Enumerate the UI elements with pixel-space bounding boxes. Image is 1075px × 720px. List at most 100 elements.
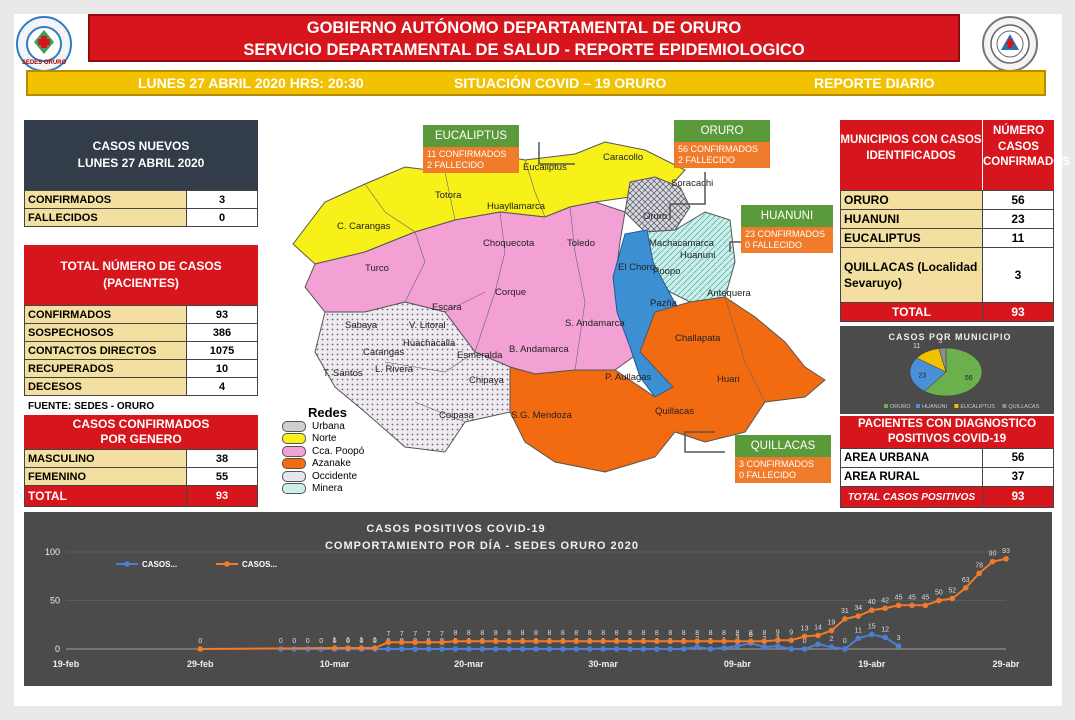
series-point [774, 643, 781, 649]
data-label: 8 [574, 630, 578, 637]
row-label: FALLECIDOS [24, 208, 187, 227]
row-value: 386 [186, 323, 258, 342]
situation-label: SITUACIÓN COVID – 19 ORURO [454, 75, 667, 91]
data-label: 3 [897, 635, 901, 642]
row-value: 4 [186, 377, 258, 396]
series-point [895, 602, 902, 609]
table-row: FEMENINO 55 [24, 467, 258, 486]
diagnosis-table: AREA URBANA 56 AREA RURAL 37 TOTAL CASOS P… [840, 448, 1054, 508]
data-label: 31 [841, 608, 849, 615]
date-bar: LUNES 27 ABRIL 2020 HRS: 20:30 SITUACIÓN… [26, 70, 1046, 96]
series-point [627, 646, 633, 652]
data-label: 0 [843, 638, 847, 645]
data-label: 7 [427, 631, 431, 638]
callout-body: 23 CONFIRMADOS 0 FALLECIDO [741, 227, 833, 253]
series-point [680, 638, 687, 645]
series-point [506, 646, 512, 652]
map-label: Esmeralda [457, 350, 503, 361]
data-label: 50 [935, 590, 943, 597]
series-point [466, 638, 472, 645]
series-point [976, 570, 982, 577]
series-point [385, 639, 392, 646]
legend-swatch [282, 445, 306, 457]
data-label: 11 [855, 627, 862, 634]
data-label: 52 [948, 588, 956, 595]
gender-header: CASOS CONFIRMADOS POR GENERO [24, 415, 258, 449]
y-tick-label: 100 [45, 547, 60, 557]
row-value: 23 [982, 209, 1054, 229]
data-label: 0 [198, 638, 202, 645]
legend-list: Urbana Norte Cca. Poopó Azanake Occidente Min… [282, 420, 364, 495]
pie-title: CASOS POR MUNICIPIO [888, 332, 1011, 342]
diagnosis-title-1: PACIENTES CON DIAGNOSTICO [857, 418, 1037, 430]
map-label: B. Andamarca [509, 344, 569, 355]
legend-label: Azanake [312, 458, 351, 470]
series-point [479, 638, 486, 645]
callout-quillacas: QUILLACAS 3 CONFIRMADOS 0 FALLECIDO [735, 435, 831, 483]
pie-slice [924, 347, 983, 397]
data-label: 1 [346, 637, 350, 644]
series-point [909, 602, 915, 609]
legend-swatch [282, 433, 306, 445]
data-label: 14 [814, 624, 822, 631]
x-tick-label: 29-feb [187, 659, 214, 669]
series-point [573, 646, 580, 652]
series-point [828, 644, 835, 650]
map-label: Huari [717, 374, 740, 385]
row-value: 55 [186, 467, 258, 486]
x-tick-label: 19-feb [53, 659, 80, 669]
series-point [761, 644, 768, 650]
total-cases-header: TOTAL NÚMERO DE CASOS (PACIENTES) [24, 245, 258, 305]
map-label: Antequera [707, 288, 752, 299]
row-label: SOSPECHOSOS [24, 323, 187, 342]
series-point [774, 637, 781, 644]
new-cases-header: CASOS NUEVOS LUNES 27 ABRIL 2020 [24, 120, 258, 190]
map-label: Sabaya [345, 320, 378, 331]
municipalities-col-header: MUNICIPIOS CON CASOS IDENTIFICADOS [840, 120, 982, 190]
pie-legend-label: QUILLACAS [1008, 404, 1039, 410]
data-label: 8 [534, 630, 538, 637]
row-label: ORURO [840, 190, 983, 210]
series-point [707, 646, 714, 652]
series-point [492, 646, 499, 652]
data-label: 8 [561, 630, 565, 637]
row-value: 37 [982, 467, 1054, 487]
series-point [425, 646, 432, 652]
data-label: 34 [854, 605, 862, 612]
data-label: 8 [735, 630, 739, 637]
series-point [412, 646, 418, 652]
data-label: 2 [829, 636, 833, 643]
legend-item: Norte [282, 433, 364, 446]
data-label: 19 [828, 620, 836, 627]
y-tick-label: 0 [55, 644, 60, 654]
region-occidente [314, 301, 511, 453]
gender-title-2: POR GENERO [100, 432, 182, 446]
series-point [815, 632, 821, 639]
row-value: 10 [186, 359, 258, 378]
table-row: CONFIRMADOS 3 [24, 190, 258, 209]
row-value: 93 [186, 305, 258, 324]
series-point [533, 646, 539, 652]
series-point [654, 646, 660, 652]
series-point [546, 646, 553, 652]
diagnosis-title-2: POSITIVOS COVID-19 [887, 433, 1007, 445]
legend-swatch [282, 483, 306, 495]
series-point [452, 646, 459, 652]
row-label: HUANUNI [840, 209, 983, 229]
data-label: 8 [615, 630, 619, 637]
pie-legend-label: ORURO [890, 404, 911, 410]
data-label: 0 [306, 638, 310, 645]
report-title: GOBIERNO AUTÓNOMO DEPARTAMENTAL DE ORURO… [88, 14, 960, 62]
series-point [936, 597, 942, 604]
series-point [546, 638, 553, 645]
series-point [613, 638, 620, 645]
total-cases-title-1: TOTAL NÚMERO DE CASOS [60, 259, 222, 273]
data-label: 6 [749, 632, 753, 639]
map-label: Corque [495, 287, 526, 298]
table-row: RECUPERADOS 10 [24, 359, 258, 378]
total-value: 93 [186, 485, 258, 507]
sedes-logo-label: SEDES ORURO [21, 60, 67, 66]
y-tick-label: 50 [50, 596, 60, 606]
daily-cases-chart: CASOS POSITIVOS COVID-19 COMPORTAMIENTO … [24, 512, 1052, 686]
data-label: 8 [655, 630, 659, 637]
